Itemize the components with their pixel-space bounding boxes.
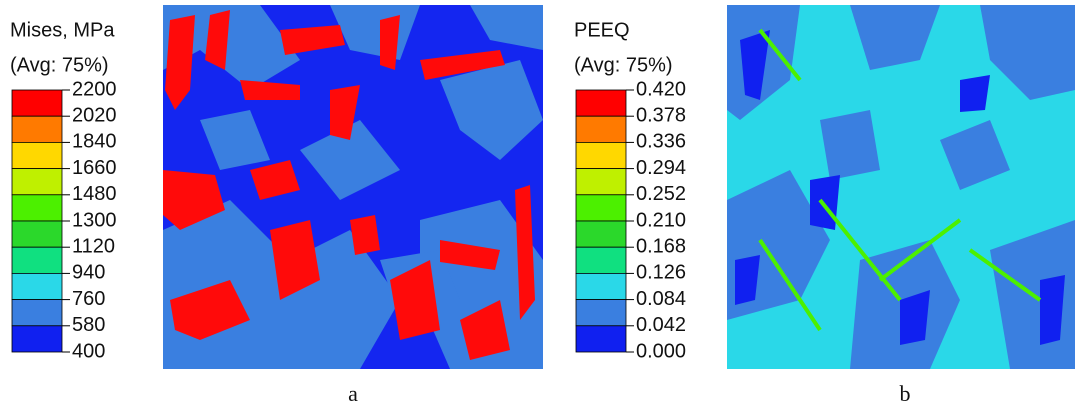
legend-label: 0.336 [636, 131, 686, 153]
legend-swatch [575, 299, 627, 327]
legend-label: 0.294 [636, 157, 686, 179]
legend-label: 1840 [72, 131, 117, 153]
legend-swatch [11, 325, 63, 353]
legend-label: 940 [72, 262, 105, 284]
legend-swatch [11, 168, 63, 196]
legend-title: Mises, MPa [10, 19, 115, 41]
legend-swatch [575, 115, 627, 143]
legend-swatch [575, 168, 627, 196]
legend-label: 0.420 [636, 78, 686, 100]
legend-swatch [575, 325, 627, 353]
legend-label: 1480 [72, 183, 117, 205]
legend-swatch [575, 272, 627, 300]
legend-label: 0.084 [636, 288, 686, 310]
legend-swatch [575, 220, 627, 248]
legend-swatch [11, 272, 63, 300]
legend-label: 580 [72, 314, 105, 336]
legend-label: 400 [72, 340, 105, 362]
legend-label: 0.000 [636, 340, 686, 362]
legend-label: 0.042 [636, 314, 686, 336]
legend-label: 2200 [72, 78, 117, 100]
legend-swatch [575, 194, 627, 222]
caption: a [348, 381, 358, 406]
legend-label: 0.252 [636, 183, 686, 205]
legend-swatch [11, 299, 63, 327]
legend-swatch [11, 246, 63, 274]
contour-map-b [727, 5, 1075, 369]
legend-label: 0.210 [636, 209, 686, 231]
legend-label: 0.126 [636, 262, 686, 284]
legend-swatch [575, 246, 627, 274]
contour-map-a [163, 5, 543, 369]
legend-subtitle: (Avg: 75%) [10, 54, 109, 76]
legend-swatch [575, 141, 627, 169]
legend-label: 760 [72, 288, 105, 310]
legend-swatch [11, 141, 63, 169]
legend-subtitle: (Avg: 75%) [574, 54, 673, 76]
legend-label: 2020 [72, 104, 117, 126]
caption: b [900, 381, 911, 406]
legend-label: 0.168 [636, 235, 686, 257]
legend-swatch [11, 194, 63, 222]
legend-swatch [11, 115, 63, 143]
legend-label: 0.378 [636, 104, 686, 126]
legend-swatch [11, 89, 63, 117]
legend-label: 1300 [72, 209, 117, 231]
legend-label: 1660 [72, 157, 117, 179]
legend-swatch [11, 220, 63, 248]
legend-title: PEEQ [574, 19, 630, 41]
legend-label: 1120 [72, 235, 115, 257]
legend-swatch [575, 89, 627, 117]
